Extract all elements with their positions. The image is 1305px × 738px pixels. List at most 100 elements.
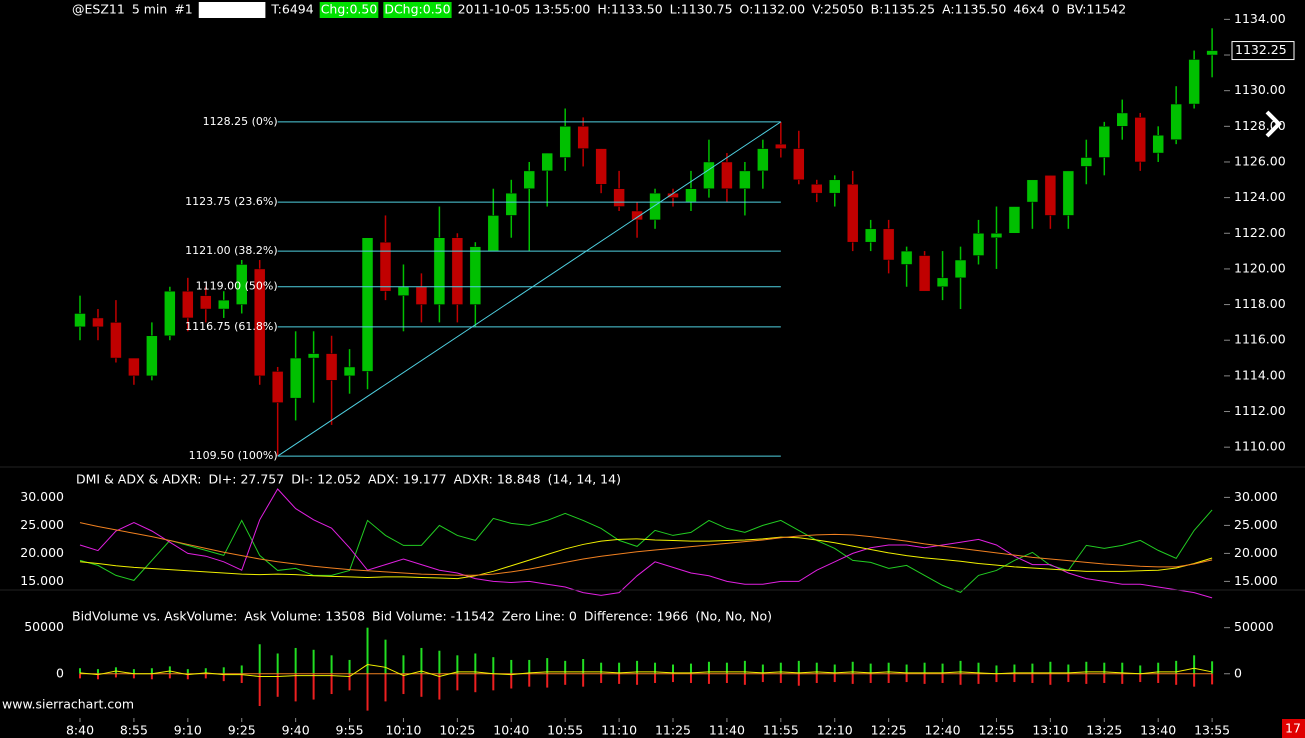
- x-tick-label: 13:25: [1086, 723, 1122, 738]
- label-bg: [319, 2, 379, 18]
- panel-label: (14, 14, 14): [548, 472, 621, 487]
- panel-label: T:6494: [270, 2, 313, 17]
- x-tick-label: 12:10: [817, 723, 853, 738]
- x-tick-label: 12:55: [978, 723, 1014, 738]
- candle-body: [936, 277, 949, 287]
- candle-body: [918, 255, 931, 292]
- label-bg: [383, 2, 452, 18]
- candle-body: [289, 357, 302, 399]
- candle-body: [811, 184, 823, 194]
- y-tick-label: 1118.00: [1234, 296, 1286, 311]
- panel-label: Chg:0.50: [321, 2, 378, 17]
- panel-label: BV:11542: [1067, 2, 1127, 17]
- candle-body: [74, 313, 86, 328]
- y-tick-label: 15.000: [20, 573, 64, 588]
- candle-body: [793, 148, 805, 181]
- series-line: [79, 664, 1213, 678]
- y-tick-label: 1124.00: [1234, 189, 1286, 204]
- candle-body: [541, 152, 553, 172]
- candle-body: [433, 237, 446, 305]
- candle-body: [1116, 112, 1129, 127]
- candle-body: [253, 268, 266, 377]
- candle-body: [128, 357, 140, 377]
- x-tick-label: 9:25: [228, 723, 256, 738]
- candle-body: [846, 184, 859, 243]
- candle-body: [828, 179, 841, 194]
- x-tick-label: 10:40: [493, 723, 529, 738]
- fib-label: 1116.75 (61.8%): [185, 320, 278, 333]
- candle-body: [631, 210, 643, 221]
- fib-label: 1109.50 (100%): [189, 449, 278, 462]
- panel-label: 46x4: [1013, 2, 1044, 17]
- candle-body: [164, 290, 176, 337]
- panel-label: A:1135.50: [942, 2, 1006, 17]
- y-tick-label: 1110.00: [1234, 439, 1286, 454]
- y-tick-label: 30.000: [1234, 489, 1278, 504]
- candle-body: [685, 188, 697, 203]
- candle-body: [523, 170, 535, 189]
- panel-label: (No, No, No): [695, 609, 772, 624]
- candle-body: [343, 366, 356, 377]
- candle-body: [487, 215, 500, 252]
- y-tick-label: 0: [56, 665, 64, 680]
- panel-label: V:25050: [812, 2, 864, 17]
- panel-label: 0: [1052, 2, 1060, 17]
- candle-body: [990, 233, 1003, 238]
- candle-body: [649, 192, 661, 221]
- y-tick-label: 25.000: [20, 517, 64, 532]
- candle-body: [775, 143, 787, 149]
- y-tick-label: 1114.00: [1234, 367, 1286, 382]
- panel-label: 2011-10-05 13:55:00: [458, 2, 591, 17]
- panel-label: 5 min: [132, 2, 168, 17]
- candle-body: [559, 126, 571, 158]
- x-tick-label: 11:55: [763, 723, 799, 738]
- candle-body: [1062, 170, 1075, 216]
- y-tick-label: 1116.00: [1234, 332, 1286, 347]
- x-tick-label: 11:25: [655, 723, 691, 738]
- panel-label: O:1132.00: [740, 2, 806, 17]
- x-tick-label: 8:40: [66, 723, 94, 738]
- y-tick-label: 20.000: [1234, 545, 1278, 560]
- panel-label: DI-: 12.052: [291, 472, 361, 487]
- y-tick-label: 1134.00: [1234, 11, 1286, 26]
- candle-body: [739, 170, 751, 189]
- y-tick-label: 1130.00: [1234, 82, 1286, 97]
- candle-body: [1026, 179, 1039, 203]
- candle-body: [1008, 206, 1021, 234]
- candle-body: [864, 228, 877, 243]
- panel-label: ADX: 19.177: [368, 472, 447, 487]
- panel-label: Zero Line: 0: [502, 609, 577, 624]
- y-tick-label: 1120.00: [1234, 260, 1286, 275]
- x-tick-label: 9:40: [282, 723, 310, 738]
- fib-label: 1128.25 (0%): [203, 115, 278, 128]
- x-tick-label: 10:10: [385, 723, 421, 738]
- fib-trend-line: [277, 121, 782, 457]
- candle-body: [595, 148, 607, 185]
- candle-body: [972, 233, 985, 256]
- next-arrow[interactable]: [1265, 110, 1282, 138]
- candle-body: [721, 161, 733, 189]
- candle-body: [415, 286, 428, 305]
- candle-body: [200, 295, 212, 310]
- y-tick-label: 1126.00: [1234, 153, 1286, 168]
- panel-label: Ask Volume: 13508: [244, 609, 365, 624]
- candle-body: [110, 322, 122, 359]
- candle-body: [397, 286, 410, 296]
- candle-body: [1080, 157, 1093, 167]
- candle-body: [379, 241, 392, 292]
- panel-label: DChg:0.50: [384, 2, 450, 17]
- last-price-label: 1132.25: [1235, 42, 1287, 57]
- candle-body: [218, 299, 230, 310]
- panel-label: #1: [174, 2, 192, 17]
- x-tick-label: 8:55: [120, 723, 148, 738]
- y-tick-label: 30.000: [20, 489, 64, 504]
- x-tick-label: 10:55: [547, 723, 583, 738]
- candle-body: [271, 371, 284, 403]
- panel-label: DI+: 27.757: [208, 472, 284, 487]
- candle-body: [577, 126, 589, 149]
- candle-body: [505, 192, 518, 216]
- panel-label: H:1133.50: [597, 2, 662, 17]
- candle-body: [469, 246, 482, 305]
- panel-label: @ESZ11: [72, 2, 125, 17]
- x-tick-label: 10:25: [439, 723, 475, 738]
